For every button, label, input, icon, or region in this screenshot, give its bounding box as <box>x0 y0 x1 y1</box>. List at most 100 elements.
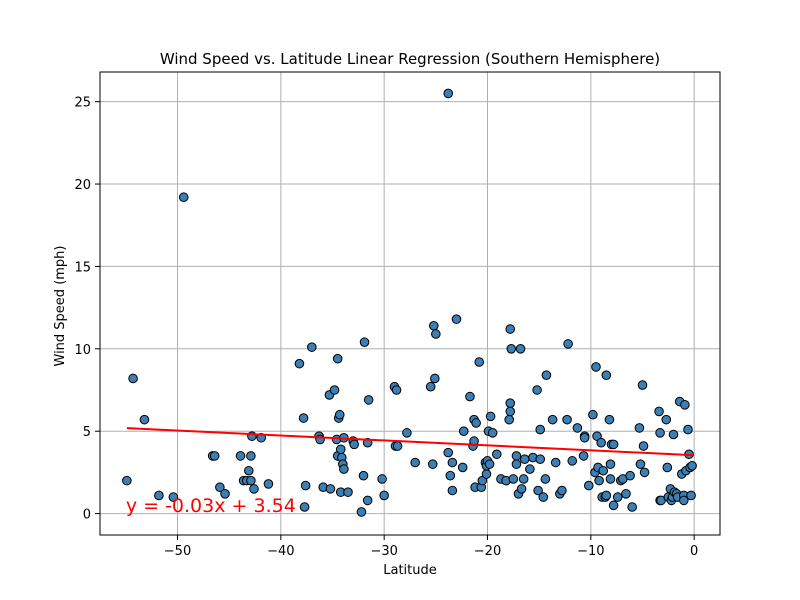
data-point <box>511 459 522 469</box>
data-point <box>635 459 646 469</box>
x-tick-label: −50 <box>164 544 191 559</box>
data-point <box>680 400 690 410</box>
data-point <box>332 353 343 364</box>
data-point <box>451 314 462 324</box>
data-point <box>578 451 589 461</box>
data-point <box>655 428 665 438</box>
data-point <box>557 485 567 496</box>
data-point <box>471 418 481 428</box>
data-point <box>363 395 374 405</box>
data-point <box>634 423 645 433</box>
data-point <box>662 462 673 473</box>
data-point <box>515 344 526 354</box>
data-point <box>128 373 138 384</box>
data-point <box>579 432 590 443</box>
data-point <box>541 370 552 380</box>
data-point <box>299 502 310 512</box>
data-point <box>249 484 259 494</box>
data-point <box>379 490 389 501</box>
data-points <box>122 88 697 517</box>
data-point <box>244 465 254 476</box>
data-point <box>377 474 387 484</box>
data-point <box>508 474 519 484</box>
data-point <box>601 490 612 501</box>
data-point <box>487 428 498 438</box>
regression-line <box>126 427 695 457</box>
data-point <box>431 329 441 339</box>
y-tick-label: 10 <box>74 343 91 358</box>
data-point <box>356 507 367 517</box>
y-axis-label: Wind Speed (mph) <box>53 246 68 367</box>
y-tick-label: 20 <box>74 178 91 193</box>
data-point <box>535 424 546 435</box>
data-point <box>343 487 353 497</box>
data-point <box>457 462 468 473</box>
data-point <box>601 370 612 380</box>
grid-lines <box>100 72 720 535</box>
data-point <box>445 470 456 481</box>
x-tick-label: −10 <box>577 544 604 559</box>
data-point <box>178 192 189 203</box>
data-point <box>220 489 230 499</box>
data-point <box>621 489 631 499</box>
data-point <box>427 459 438 469</box>
data-point <box>550 457 561 468</box>
data-point <box>215 482 225 493</box>
y-tick-label: 0 <box>83 508 91 523</box>
data-point <box>358 470 369 481</box>
data-point <box>683 424 693 435</box>
data-point <box>246 451 256 461</box>
data-point <box>139 414 150 425</box>
data-point <box>391 385 402 395</box>
data-point <box>594 475 604 486</box>
data-point <box>458 426 469 436</box>
data-point <box>625 470 635 481</box>
data-point <box>362 495 373 506</box>
data-point <box>443 447 454 458</box>
data-point <box>425 381 436 392</box>
data-point <box>294 358 305 369</box>
data-point <box>447 457 458 468</box>
data-point <box>567 456 578 466</box>
data-point <box>505 398 516 408</box>
data-point <box>481 469 492 479</box>
data-point <box>392 441 403 451</box>
data-point <box>465 391 475 402</box>
data-point <box>428 320 439 331</box>
data-point <box>654 406 664 417</box>
data-point <box>300 480 311 491</box>
data-point <box>596 437 606 448</box>
x-tick-label: 0 <box>690 544 698 559</box>
regression-layer: y = -0.03x + 3.54 <box>126 427 695 517</box>
data-point <box>410 457 420 468</box>
data-point <box>511 451 522 461</box>
data-point <box>598 465 609 476</box>
data-point <box>168 492 179 502</box>
x-tick-label: −40 <box>267 544 294 559</box>
data-point <box>339 464 349 474</box>
data-point <box>627 502 637 512</box>
y-tick-label: 25 <box>74 96 91 111</box>
data-point <box>246 475 256 486</box>
data-point <box>484 459 495 469</box>
chart-title: Wind Speed vs. Latitude Linear Regressio… <box>160 50 660 68</box>
data-point <box>485 411 496 422</box>
y-tick-label: 15 <box>74 260 91 275</box>
data-point <box>679 495 689 506</box>
data-point <box>608 439 619 450</box>
data-point <box>686 490 696 501</box>
data-point <box>335 444 346 455</box>
data-point <box>572 423 583 433</box>
data-point <box>518 474 529 484</box>
data-point <box>562 414 572 425</box>
data-point <box>612 492 623 502</box>
data-point <box>563 339 573 349</box>
data-point <box>533 485 543 496</box>
data-point <box>298 413 309 423</box>
x-axis-label: Latitude <box>383 563 437 578</box>
data-point <box>532 385 542 395</box>
data-point <box>661 414 672 425</box>
axes-frame <box>99 71 721 536</box>
data-point <box>122 475 132 486</box>
